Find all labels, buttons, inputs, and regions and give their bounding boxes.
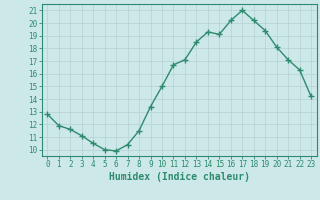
X-axis label: Humidex (Indice chaleur): Humidex (Indice chaleur) bbox=[109, 172, 250, 182]
